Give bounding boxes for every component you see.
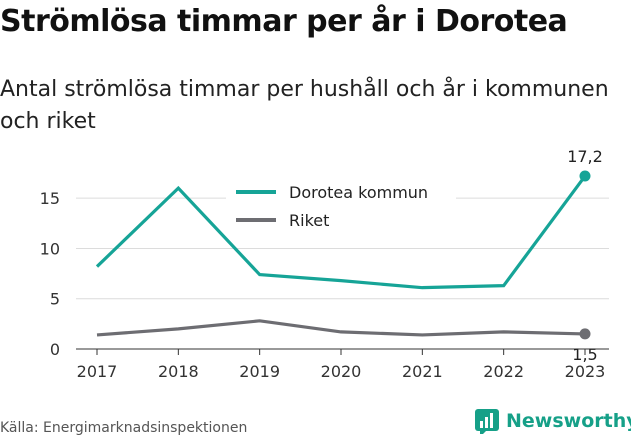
legend-background (226, 176, 456, 234)
end-value-label: 1,5 (572, 345, 597, 364)
data-labels: 17,2 1,5 (567, 147, 603, 364)
newsworthy-logo: Newsworthy (474, 408, 631, 434)
x-tick-label: 2017 (77, 362, 118, 381)
series-end-point (579, 328, 591, 340)
series-line-dorotea (95, 175, 587, 290)
line-chart: 0 5 10 15 2017 2018 2019 2020 2021 2022 2023 Doro… (40, 147, 609, 381)
legend-label: Dorotea kommun (289, 183, 428, 202)
x-tick-label: 2021 (402, 362, 443, 381)
x-tick-label: 2019 (239, 362, 280, 381)
source-note: Källa: Energimarknadsinspektionen (0, 420, 248, 436)
end-value-label: 17,2 (567, 147, 603, 166)
x-tick-label: 2020 (321, 362, 362, 381)
chart-title: Strömlösa timmar per år i Dorotea (0, 4, 568, 39)
newsworthy-icon (475, 409, 499, 434)
chart-subtitle: Antal strömlösa timmar per hushåll och å… (0, 77, 609, 134)
legend-label: Riket (289, 211, 329, 230)
y-tick-label: 5 (50, 290, 60, 309)
y-tick-label: 10 (40, 239, 60, 258)
x-tick-label: 2018 (158, 362, 199, 381)
x-tick-label: 2023 (565, 362, 606, 381)
series-end-point (579, 170, 591, 182)
x-axis-ticks: 2017 2018 2019 2020 2021 2022 2023 (77, 349, 606, 381)
legend: Dorotea kommun Riket (226, 176, 456, 234)
x-tick-label: 2022 (483, 362, 524, 381)
brand-name: Newsworthy (506, 410, 631, 432)
y-axis-ticks: 0 5 10 15 (40, 189, 60, 359)
series-line-riket (96, 319, 586, 337)
series-lines (95, 170, 591, 340)
y-tick-label: 0 (50, 340, 60, 359)
y-tick-label: 15 (40, 189, 60, 208)
